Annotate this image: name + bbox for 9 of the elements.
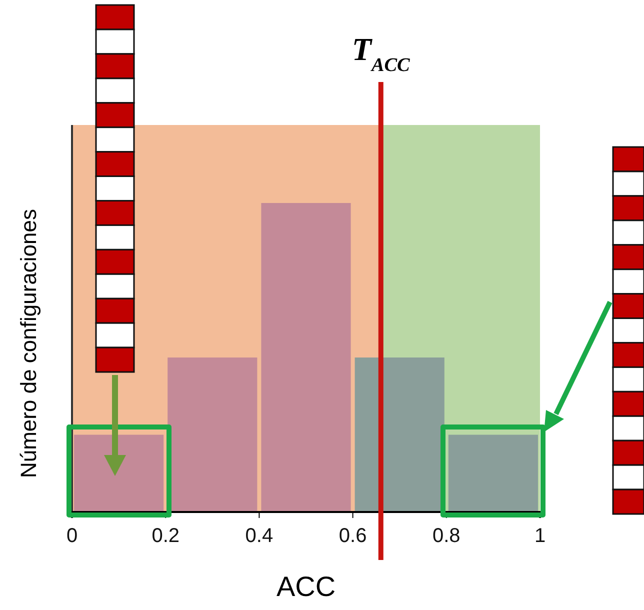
x-tick-label: 0.8	[432, 525, 460, 548]
x-tick-label: 0.6	[338, 525, 367, 548]
x-tick-label: 0.4	[245, 525, 274, 548]
x-tick-label: 1	[534, 525, 546, 548]
y-axis-title: Número de configuraciones	[16, 208, 41, 478]
x-tick-label: 0	[66, 525, 78, 548]
ref-line-label: T$_{ACC}$	[352, 31, 410, 76]
x-axis-title: ACC	[276, 571, 336, 602]
x-tick-label: 0.2	[152, 525, 180, 548]
